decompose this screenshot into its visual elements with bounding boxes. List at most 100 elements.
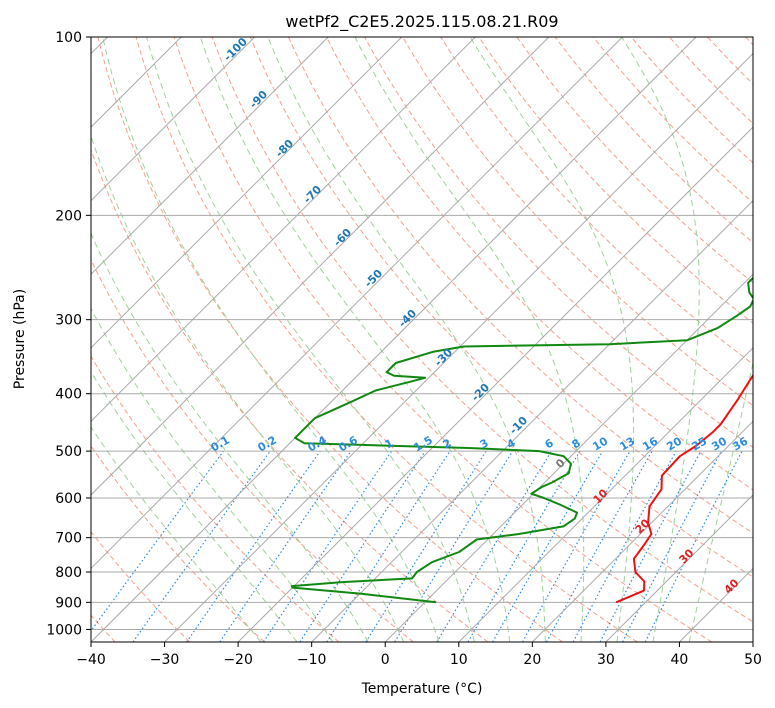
mixing-ratio-line xyxy=(219,450,352,642)
mixing-ratio-line xyxy=(436,450,553,642)
mixing-ratio-line xyxy=(132,450,271,642)
y-tick-label: 900 xyxy=(55,595,82,611)
dry-adiabat-line xyxy=(91,258,414,642)
dry-adiabat-line xyxy=(173,37,713,642)
moist-adiabat-line xyxy=(354,37,585,642)
isotherm-label: -20 xyxy=(469,381,492,404)
y-tick-label: 100 xyxy=(55,30,82,46)
temperature-profile-line xyxy=(615,373,753,604)
isotherm-line xyxy=(91,37,403,349)
isotherm-label: -10 xyxy=(507,414,530,437)
mixing-ratio-lines xyxy=(91,450,743,642)
x-tick-label: −20 xyxy=(223,652,253,668)
moist-adiabat-line xyxy=(199,37,511,642)
mixing-ratio-line xyxy=(186,450,321,642)
mixing-ratio-label: 10 xyxy=(590,434,610,453)
isotherm-line xyxy=(91,37,550,496)
x-tick-label: −30 xyxy=(150,652,180,668)
mixing-ratio-line xyxy=(394,450,514,642)
dry-adiabat-line xyxy=(744,37,753,46)
isotherm-line xyxy=(237,126,753,642)
dry-adiabat-line xyxy=(771,24,775,642)
x-tick-label: 40 xyxy=(671,652,689,668)
mixing-ratio-line xyxy=(521,450,631,642)
mixing-ratio-label: 36 xyxy=(730,434,750,453)
isotherm-line xyxy=(384,273,753,642)
isotherm-line xyxy=(458,347,753,642)
dry-adiabat-line xyxy=(478,37,753,324)
moist-adiabat-line xyxy=(91,134,405,642)
moist-adiabat-line xyxy=(267,37,546,642)
moist-adiabat-line xyxy=(146,37,475,642)
mixing-ratio-label: 1 xyxy=(383,436,396,451)
x-tick-label: 20 xyxy=(523,652,541,668)
y-tick-label: 500 xyxy=(55,444,82,460)
isotherm-line xyxy=(91,37,623,570)
x-tick-label: 0 xyxy=(381,652,390,668)
dry-adiabat-line xyxy=(440,37,753,365)
y-tick-label: 300 xyxy=(55,313,82,329)
isotherm-line xyxy=(311,199,753,642)
moist-adiabat-line xyxy=(469,37,635,642)
mixing-ratio-line xyxy=(299,450,426,642)
y-tick-label: 600 xyxy=(55,491,82,507)
isotherm-line xyxy=(164,52,753,642)
mixing-ratio-line xyxy=(644,450,743,642)
isotherm-line xyxy=(91,37,476,423)
dry-adiabat-line xyxy=(668,37,753,125)
moist-adiabat-line xyxy=(91,232,369,642)
y-tick-label: 1000 xyxy=(46,622,82,638)
y-tick-label: 200 xyxy=(55,208,82,224)
x-tick-label: 50 xyxy=(744,652,762,668)
y-axis-label: Pressure (hPa) xyxy=(12,289,28,389)
dry-adiabat-line xyxy=(135,37,638,642)
dry-adiabat-line xyxy=(325,37,753,491)
moist-adiabat-line xyxy=(91,307,334,642)
isotherm-label: -50 xyxy=(362,267,385,290)
y-tick-label: 400 xyxy=(55,387,82,403)
y-axis-ticks: 100 200 300 400 500 600 700 800 900 1000 xyxy=(46,30,91,638)
moist-adiabat-line xyxy=(688,360,753,642)
chart-title: wetPf2_C2E5.2025.115.08.21.R09 xyxy=(285,12,558,32)
dry-adiabat-line xyxy=(91,531,191,642)
dewpoint-profile-line xyxy=(290,276,753,604)
dry-adiabat-line xyxy=(287,37,753,534)
mixing-ratio-label: 8 xyxy=(570,436,583,451)
moist-adiabat-label: 20 xyxy=(633,516,653,536)
x-axis-ticks: −40 −30 −20 −10 0 10 20 30 40 50 xyxy=(76,642,762,668)
mixing-ratio-line xyxy=(572,450,677,642)
dry-adiabat-line xyxy=(516,37,753,284)
moist-adiabats xyxy=(91,37,753,642)
moist-adiabat-line xyxy=(91,370,298,642)
mixing-ratio-line xyxy=(546,450,653,642)
isotherm-label: -60 xyxy=(331,226,354,249)
x-tick-label: 10 xyxy=(450,652,468,668)
mixing-ratio-line xyxy=(262,450,392,642)
mixing-ratio-line xyxy=(622,450,722,642)
moist-adiabat-label: 40 xyxy=(722,576,742,596)
isotherm-label: -90 xyxy=(247,88,270,111)
x-tick-label: −40 xyxy=(76,652,106,668)
dry-adiabat-line xyxy=(402,37,753,407)
sounding-series xyxy=(290,276,753,604)
plot-frame xyxy=(90,36,754,643)
moist-adiabat-line xyxy=(102,37,440,642)
isotherm-line xyxy=(679,567,753,642)
isotherm-line xyxy=(531,420,753,642)
mixing-ratio-line xyxy=(326,450,451,642)
y-tick-label: 700 xyxy=(55,531,82,547)
mixing-ratio-line xyxy=(91,450,224,632)
moist-adiabat-label: 10 xyxy=(591,486,611,506)
mixing-ratio-label: 2 xyxy=(441,436,454,451)
isotherm-line xyxy=(91,37,256,202)
mixing-ratio-line xyxy=(599,450,702,642)
dry-adiabat-line xyxy=(592,37,753,204)
dry-adiabat-line xyxy=(91,445,265,642)
isobar-gridlines xyxy=(91,37,753,630)
isotherm-label: -70 xyxy=(301,183,324,206)
dry-adiabat-line xyxy=(364,37,753,449)
isotherm-label: -40 xyxy=(396,307,419,330)
y-tick-label: 800 xyxy=(55,565,82,581)
x-tick-label: −10 xyxy=(297,652,327,668)
isotherm-label: -100 xyxy=(221,35,250,64)
